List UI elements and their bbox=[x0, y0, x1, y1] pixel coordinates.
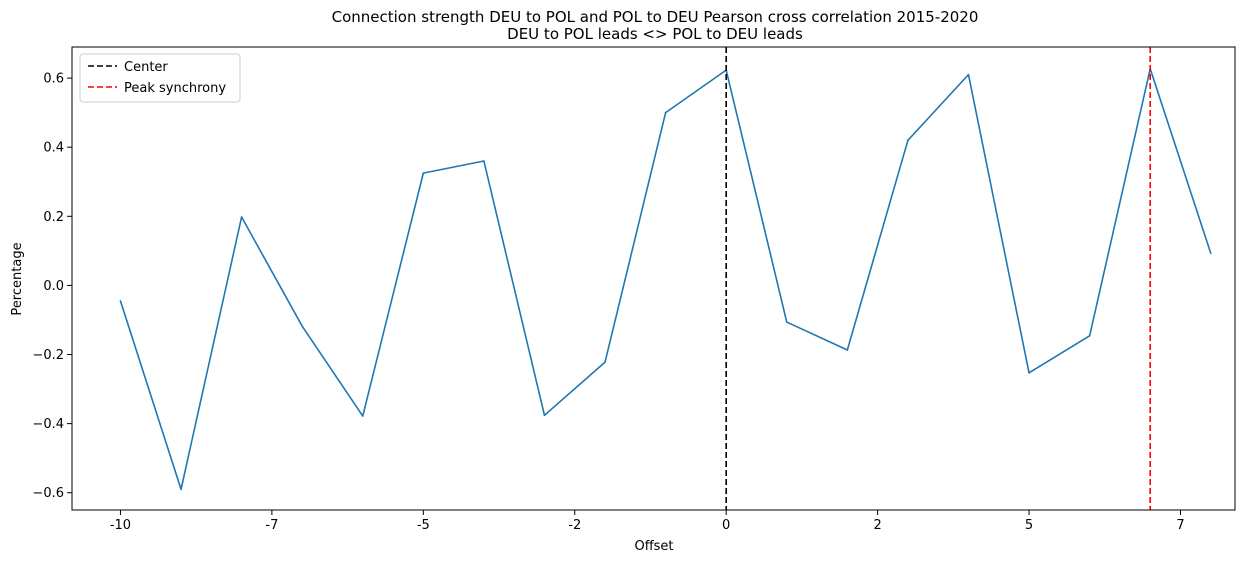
x-tick-label: -7 bbox=[265, 518, 278, 533]
y-tick-label: −0.6 bbox=[32, 486, 64, 501]
axis-ticks: -10 -7 -5 -2 0 2 5 7 −0.6 −0.4 −0.2 0.0 0.2 0.4 0.6 bbox=[32, 72, 1184, 533]
y-tick-label: 0.2 bbox=[43, 210, 64, 225]
legend-box bbox=[79, 53, 241, 103]
data-point bbox=[1209, 252, 1212, 255]
series-line-0 bbox=[119, 67, 1212, 491]
legend: Center Peak synchrony bbox=[79, 53, 241, 103]
y-tick-label: 0.0 bbox=[43, 279, 64, 294]
x-tick-label: -5 bbox=[417, 518, 430, 533]
legend-center-label: Center bbox=[124, 60, 168, 75]
y-tick-label: −0.2 bbox=[32, 348, 64, 363]
data-point bbox=[240, 216, 243, 218]
data-point bbox=[543, 414, 546, 417]
x-tick-label: 7 bbox=[1176, 518, 1184, 533]
x-tick-label: 0 bbox=[722, 518, 730, 533]
chart-subtitle: DEU to POL leads <> POL to DEU leads bbox=[507, 25, 803, 43]
x-axis-label: Offset bbox=[634, 539, 673, 554]
data-point bbox=[664, 111, 667, 114]
data-point bbox=[604, 361, 606, 363]
data-point bbox=[119, 300, 122, 302]
data-point bbox=[361, 415, 364, 417]
y-tick-label: 0.4 bbox=[43, 141, 64, 156]
data-point bbox=[907, 139, 909, 142]
x-tick-label: -10 bbox=[110, 518, 131, 533]
axes-frame bbox=[71, 46, 1236, 511]
plot-area bbox=[119, 47, 1212, 510]
data-point bbox=[180, 488, 182, 491]
chart-title: Connection strength DEU to POL and POL t… bbox=[332, 8, 979, 26]
data-point bbox=[1028, 372, 1030, 374]
x-tick-label: 2 bbox=[873, 518, 881, 533]
data-point bbox=[967, 73, 970, 76]
y-tick-label: 0.6 bbox=[43, 72, 64, 87]
y-axis-label: Percentage bbox=[10, 242, 25, 315]
data-point bbox=[301, 325, 303, 327]
x-tick-label: 5 bbox=[1025, 518, 1033, 533]
data-point bbox=[846, 349, 849, 351]
data-point bbox=[483, 160, 485, 162]
data-point bbox=[422, 172, 425, 174]
data-point bbox=[785, 321, 788, 323]
y-tick-label: −0.4 bbox=[32, 417, 64, 432]
x-tick-label: -2 bbox=[568, 518, 581, 533]
legend-peak-label: Peak synchrony bbox=[124, 81, 226, 96]
data-point bbox=[1088, 335, 1091, 337]
